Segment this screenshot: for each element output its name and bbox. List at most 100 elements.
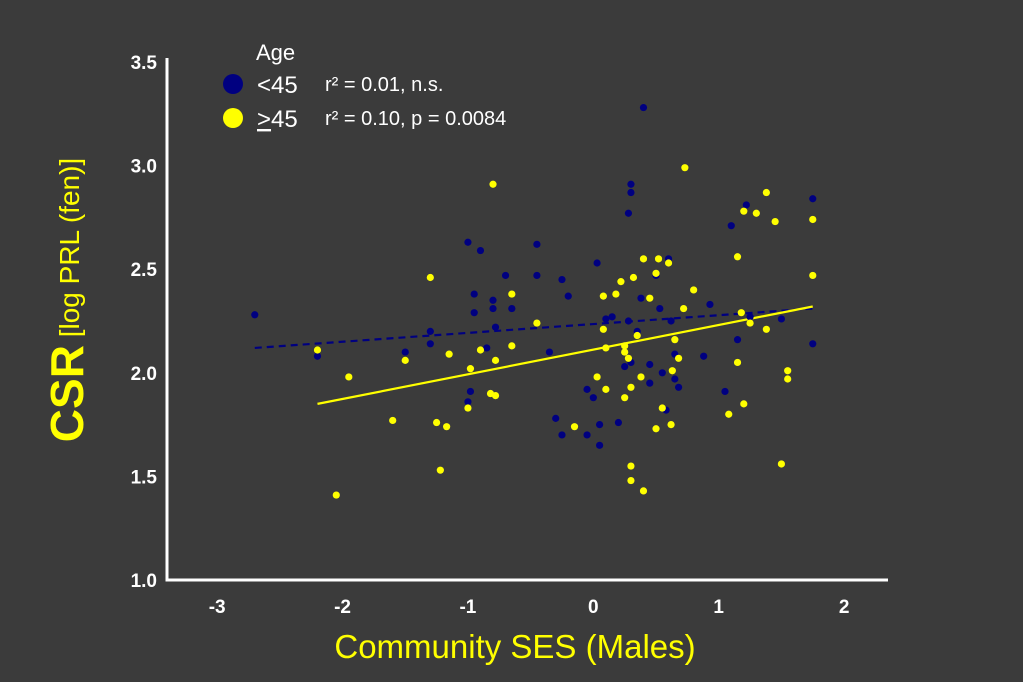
legend-title: Age (256, 40, 295, 65)
y-tick-label: 3.5 (131, 53, 158, 74)
point-over45 (624, 354, 633, 362)
y-axis-title-spacer (58, 337, 89, 345)
point-over45 (740, 207, 748, 215)
point-under45 (251, 311, 259, 319)
point-under45 (646, 379, 654, 387)
point-under45 (583, 385, 591, 393)
fit-line-over45 (317, 305, 813, 405)
point-under45 (637, 294, 645, 302)
point-under45 (489, 296, 497, 304)
point-under45 (596, 421, 604, 429)
x-tick-label: 1 (713, 597, 724, 618)
data-points (251, 103, 817, 499)
legend: Age <45 r² = 0.01, n.s. >45 r² = 0.10, p… (223, 40, 506, 133)
point-over45 (443, 423, 451, 431)
point-over45 (629, 273, 638, 282)
point-over45 (602, 344, 610, 352)
point-over45 (737, 309, 745, 317)
point-under45 (596, 441, 604, 449)
point-under45 (470, 309, 478, 317)
point-over45 (633, 331, 641, 340)
point-over45 (436, 466, 444, 474)
point-under45 (483, 344, 491, 352)
point-under45 (552, 414, 560, 422)
legend-label-under45: <45 (257, 72, 298, 99)
y-axis-title-main: CSR (41, 345, 93, 442)
point-under45 (489, 304, 497, 313)
point-over45 (491, 391, 500, 400)
y-axis-title: CSR [log PRL (fen)] (41, 158, 93, 442)
point-under45 (602, 315, 610, 323)
point-over45 (733, 358, 742, 367)
point-under45 (558, 431, 566, 439)
point-under45 (671, 375, 679, 383)
x-tick-label: 2 (839, 597, 850, 618)
point-over45 (466, 365, 475, 373)
point-over45 (671, 336, 679, 344)
point-over45 (668, 367, 676, 375)
point-over45 (654, 255, 663, 263)
point-under45 (464, 398, 472, 406)
point-over45 (489, 180, 497, 188)
point-under45 (656, 304, 664, 313)
point-over45 (680, 304, 688, 313)
x-ticks: -3 -2 -1 0 1 2 (209, 597, 850, 618)
point-over45 (667, 421, 675, 429)
y-tick-label: 2.5 (131, 260, 158, 281)
point-under45 (658, 369, 666, 377)
point-over45 (733, 253, 742, 261)
legend-stat-under45: r² = 0.01, n.s. (325, 74, 443, 96)
fit-lines (254, 305, 813, 405)
point-under45 (700, 352, 708, 360)
point-over45 (627, 462, 635, 470)
point-under45 (624, 209, 633, 217)
legend-stat-over45: r² = 0.10, p = 0.0084 (325, 108, 506, 130)
point-over45 (621, 394, 629, 402)
legend-marker-under45 (223, 74, 243, 94)
point-over45 (570, 423, 579, 431)
point-under45 (667, 317, 675, 325)
y-tick-label: 1.5 (131, 467, 158, 488)
point-over45 (639, 487, 648, 495)
point-over45 (674, 354, 683, 362)
point-over45 (476, 346, 485, 354)
x-tick-label: 0 (588, 597, 599, 618)
point-over45 (809, 271, 817, 280)
point-over45 (445, 350, 453, 358)
point-over45 (664, 259, 673, 267)
point-over45 (681, 164, 689, 172)
point-over45 (784, 375, 792, 383)
point-under45 (614, 418, 623, 427)
point-under45 (742, 201, 750, 209)
point-under45 (401, 348, 409, 356)
legend-label-over45-number: 45 (271, 106, 298, 133)
point-under45 (491, 323, 500, 331)
point-under45 (627, 188, 635, 197)
point-over45 (652, 269, 660, 277)
point-over45 (313, 346, 322, 354)
point-over45 (627, 476, 635, 485)
point-under45 (646, 360, 654, 369)
point-under45 (426, 327, 434, 335)
point-over45 (464, 404, 472, 412)
point-over45 (646, 294, 654, 302)
point-under45 (508, 304, 516, 313)
point-under45 (533, 240, 541, 248)
point-over45 (690, 286, 698, 294)
legend-marker-over45 (223, 108, 243, 128)
point-over45 (332, 491, 340, 499)
point-over45 (809, 215, 817, 224)
point-over45 (599, 292, 607, 300)
point-under45 (466, 387, 475, 396)
point-over45 (777, 460, 786, 468)
point-over45 (621, 348, 629, 356)
point-under45 (593, 259, 601, 267)
point-over45 (617, 278, 625, 286)
point-under45 (564, 292, 572, 300)
point-over45 (612, 290, 620, 298)
x-tick-label: -3 (209, 597, 226, 618)
point-under45 (470, 290, 478, 298)
point-under45 (583, 431, 591, 439)
point-over45 (345, 373, 353, 381)
point-under45 (733, 336, 742, 344)
